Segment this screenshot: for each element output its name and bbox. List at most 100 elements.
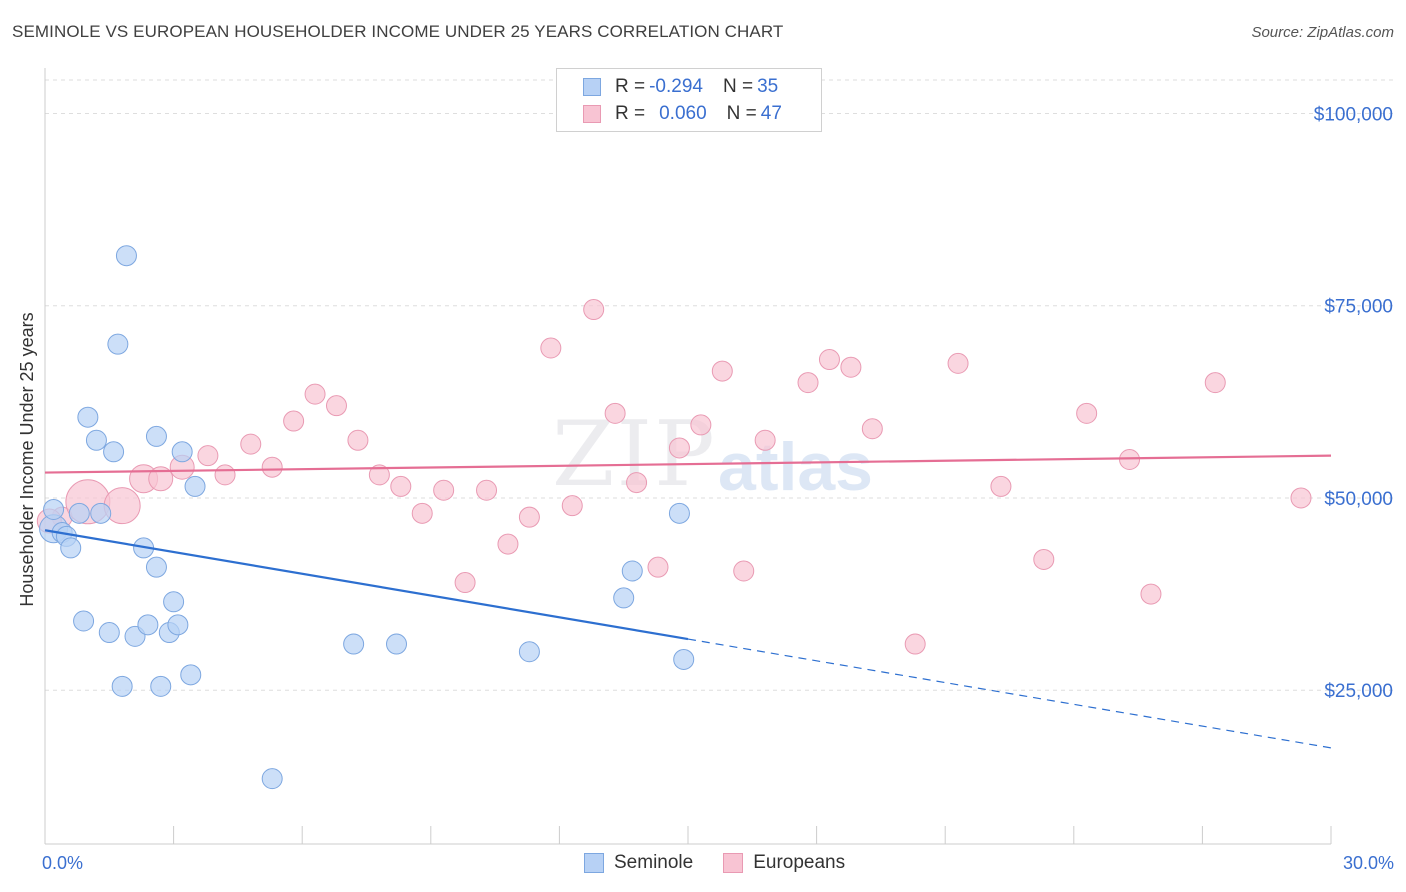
point-seminole bbox=[673, 648, 695, 670]
point-seminole bbox=[98, 622, 120, 644]
point-europeans bbox=[476, 479, 498, 501]
point-europeans bbox=[518, 506, 540, 528]
point-europeans bbox=[497, 533, 519, 555]
point-europeans bbox=[1204, 372, 1226, 394]
legend-r-label: R = bbox=[615, 76, 646, 97]
point-europeans bbox=[904, 633, 926, 655]
legend-row-europeans: R = 0.060 N = 47 bbox=[583, 102, 782, 126]
trendline-seminole bbox=[44, 529, 689, 641]
point-europeans bbox=[390, 475, 412, 497]
point-seminole bbox=[111, 675, 133, 697]
legend-r-value: -0.294 bbox=[649, 76, 703, 97]
point-europeans bbox=[690, 414, 712, 436]
legend-item-europeans: Europeans bbox=[723, 852, 845, 874]
y-tick-label: $50,000 bbox=[1324, 489, 1393, 510]
point-seminole bbox=[73, 610, 95, 632]
point-europeans bbox=[797, 372, 819, 394]
x-tick-label: 30.0% bbox=[1343, 853, 1394, 873]
point-seminole bbox=[261, 768, 283, 790]
point-europeans bbox=[433, 479, 455, 501]
chart-title: SEMINOLE VS EUROPEAN HOUSEHOLDER INCOME … bbox=[12, 22, 784, 41]
point-seminole bbox=[668, 502, 690, 524]
point-seminole bbox=[180, 664, 202, 686]
point-europeans bbox=[947, 352, 969, 374]
trendline-projection-seminole bbox=[687, 638, 1332, 749]
point-europeans bbox=[840, 356, 862, 378]
point-europeans bbox=[733, 560, 755, 582]
point-seminole bbox=[43, 498, 65, 520]
point-europeans bbox=[604, 402, 626, 424]
point-seminole bbox=[184, 475, 206, 497]
y-tick-label: $100,000 bbox=[1314, 104, 1393, 125]
y-tick-label: $75,000 bbox=[1324, 297, 1393, 318]
point-europeans bbox=[261, 456, 283, 478]
legend-n-label: N = bbox=[722, 76, 754, 97]
point-europeans bbox=[283, 410, 305, 432]
point-europeans bbox=[197, 445, 219, 467]
point-seminole bbox=[85, 429, 107, 451]
legend-swatch-seminole bbox=[583, 78, 601, 96]
legend-label-europeans: Europeans bbox=[753, 852, 846, 873]
legend-n-label: N = bbox=[726, 103, 757, 124]
legend-r-value: 0.060 bbox=[659, 103, 707, 124]
point-seminole bbox=[613, 587, 635, 609]
point-seminole bbox=[77, 406, 99, 428]
trendline-europeans bbox=[44, 454, 1332, 474]
point-seminole bbox=[90, 502, 112, 524]
point-europeans bbox=[540, 337, 562, 359]
point-europeans bbox=[1290, 487, 1312, 509]
point-seminole bbox=[115, 245, 137, 267]
point-seminole bbox=[150, 675, 172, 697]
point-seminole bbox=[68, 502, 90, 524]
point-europeans bbox=[861, 418, 883, 440]
point-seminole bbox=[386, 633, 408, 655]
point-europeans bbox=[647, 556, 669, 578]
point-europeans bbox=[818, 349, 840, 371]
series-legend: Seminole Europeans bbox=[584, 852, 875, 874]
x-tick-label: 0.0% bbox=[42, 853, 83, 873]
point-seminole bbox=[137, 614, 159, 636]
point-seminole bbox=[145, 556, 167, 578]
point-europeans bbox=[214, 464, 236, 486]
watermark-atlas: atlas bbox=[718, 429, 873, 505]
y-axis-label: Householder Income Under 25 years bbox=[17, 312, 37, 606]
point-europeans bbox=[711, 360, 733, 382]
legend-swatch-europeans bbox=[723, 853, 744, 873]
point-europeans bbox=[325, 395, 347, 417]
legend-row-seminole: R = -0.294 N = 35 bbox=[583, 75, 778, 99]
point-seminole bbox=[163, 591, 185, 613]
point-europeans bbox=[1033, 548, 1055, 570]
point-europeans bbox=[668, 437, 690, 459]
point-europeans bbox=[1119, 449, 1141, 470]
point-europeans bbox=[1076, 402, 1098, 424]
point-europeans bbox=[347, 429, 369, 451]
point-seminole bbox=[145, 425, 167, 447]
point-seminole bbox=[518, 641, 540, 663]
legend-n-value: 35 bbox=[757, 76, 779, 97]
point-europeans bbox=[368, 464, 390, 486]
point-seminole bbox=[343, 633, 365, 655]
correlation-legend: R = -0.294 N = 35 R = 0.060 N = 47 bbox=[556, 68, 822, 132]
point-seminole bbox=[60, 537, 82, 559]
point-seminole bbox=[621, 560, 643, 582]
point-europeans bbox=[583, 299, 605, 321]
legend-r-label: R = bbox=[615, 103, 646, 124]
legend-item-seminole: Seminole bbox=[584, 852, 693, 874]
legend-label-seminole: Seminole bbox=[614, 852, 694, 873]
source-label: Source: ZipAtlas.com bbox=[1251, 24, 1394, 41]
y-tick-label: $25,000 bbox=[1324, 681, 1393, 702]
point-europeans bbox=[1140, 583, 1162, 605]
legend-swatch-seminole bbox=[584, 853, 604, 873]
point-europeans bbox=[754, 429, 776, 451]
point-europeans bbox=[411, 502, 433, 524]
point-seminole bbox=[167, 614, 189, 636]
point-europeans bbox=[626, 472, 648, 494]
point-europeans bbox=[240, 433, 262, 455]
point-seminole bbox=[103, 441, 125, 463]
point-europeans bbox=[148, 466, 174, 492]
point-europeans bbox=[454, 572, 476, 594]
point-europeans bbox=[304, 383, 326, 405]
point-europeans bbox=[561, 495, 583, 517]
point-europeans bbox=[990, 475, 1012, 497]
